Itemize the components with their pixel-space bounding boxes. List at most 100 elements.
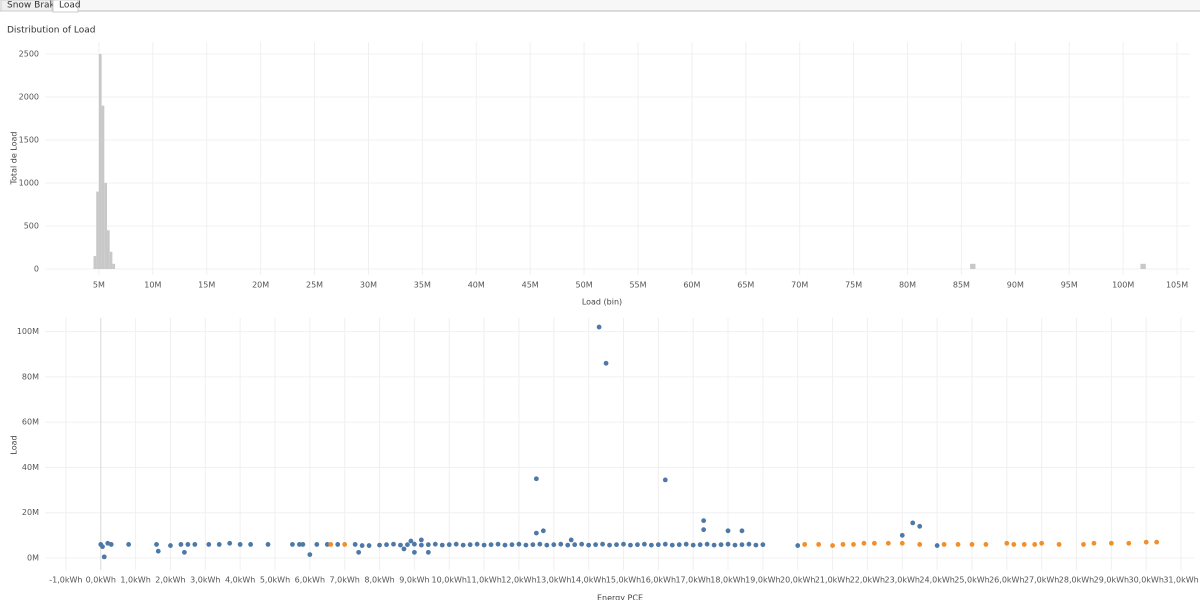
point <box>474 541 480 547</box>
bar <box>98 54 102 269</box>
point <box>917 542 923 547</box>
point <box>446 542 452 548</box>
x-tick-label: 4,0kWh <box>225 576 255 585</box>
x-tick-label: 100M <box>1112 281 1134 290</box>
point <box>335 542 341 547</box>
tab-label[interactable]: Snow Brake <box>7 1 60 11</box>
point <box>227 540 233 546</box>
y-tick-label: 80M <box>22 372 39 381</box>
x-tick-label: 95M <box>1061 281 1078 290</box>
point <box>697 542 703 548</box>
point <box>502 542 508 548</box>
y-tick-label: 0M <box>27 554 39 563</box>
point <box>181 549 187 555</box>
x-tick-label: 31,0kWh <box>1163 576 1198 585</box>
x-tick-label: 80M <box>899 281 916 290</box>
bar <box>104 183 107 269</box>
x-tick-label: 24,0kWh <box>919 576 954 585</box>
point <box>840 542 846 547</box>
point <box>711 542 717 548</box>
x-tick-label: 25,0kWh <box>954 576 989 585</box>
point <box>669 542 675 548</box>
tab-label[interactable]: Load <box>59 1 81 11</box>
point <box>701 518 707 524</box>
x-tick-label: 20M <box>252 281 269 290</box>
point <box>635 542 640 548</box>
x-tick-label: 23,0kWh <box>885 576 920 585</box>
point <box>1039 540 1045 546</box>
point <box>899 532 905 538</box>
point <box>398 542 403 548</box>
tab[interactable] <box>0 0 53 12</box>
point <box>662 541 668 547</box>
point <box>126 542 132 547</box>
point <box>648 542 654 548</box>
point <box>216 542 222 547</box>
point <box>1021 542 1027 547</box>
point <box>607 542 612 548</box>
point <box>641 541 647 547</box>
point <box>537 541 543 547</box>
point <box>593 542 599 548</box>
y-tick-label: 2000 <box>19 93 39 102</box>
point <box>359 543 365 548</box>
x-tick-label: 16,0kWh <box>641 576 676 585</box>
point <box>917 523 923 529</box>
point <box>488 542 494 548</box>
point <box>603 360 609 366</box>
point <box>558 541 564 547</box>
y-tick-label: 100M <box>17 327 39 336</box>
point <box>356 549 362 555</box>
point <box>725 528 731 534</box>
tab-active[interactable] <box>52 0 79 13</box>
point <box>265 542 271 547</box>
y-tick-label: 1500 <box>19 136 39 145</box>
point <box>732 542 738 548</box>
x-axis-label: Load (bin) <box>582 298 622 307</box>
point <box>600 541 605 547</box>
point <box>1004 540 1010 546</box>
point <box>328 542 334 547</box>
point <box>391 541 396 547</box>
x-tick-label: 75M <box>845 281 862 290</box>
point <box>725 541 731 547</box>
point <box>516 541 522 547</box>
point <box>899 540 905 546</box>
point <box>460 542 466 548</box>
x-tick-label: 14,0kWh <box>571 576 606 585</box>
point <box>816 542 822 547</box>
point <box>683 541 689 547</box>
x-tick-label: 30,0kWh <box>1128 576 1163 585</box>
point <box>248 542 254 547</box>
point <box>101 554 107 560</box>
x-tick-label: 11,0kWh <box>466 576 501 585</box>
point <box>342 542 348 547</box>
point <box>739 542 745 548</box>
x-tick-label: 105M <box>1166 281 1188 290</box>
point <box>955 542 961 547</box>
point <box>941 542 947 547</box>
point <box>377 542 382 548</box>
point <box>830 543 835 548</box>
point <box>662 477 668 483</box>
point <box>910 520 916 526</box>
point <box>509 542 515 548</box>
x-tick-label: 18,0kWh <box>710 576 745 585</box>
point <box>746 541 752 547</box>
point <box>154 542 159 547</box>
point <box>237 542 243 547</box>
x-tick-label: 7,0kWh <box>330 576 360 585</box>
point <box>523 542 529 548</box>
point <box>481 542 487 548</box>
point <box>621 541 626 547</box>
x-tick-label: 0,0kWh <box>86 576 116 585</box>
x-tick-label: 17,0kWh <box>675 576 710 585</box>
y-tick-label: 1000 <box>19 179 39 188</box>
point <box>1108 540 1114 546</box>
point <box>533 476 539 482</box>
point <box>540 528 546 534</box>
x-tick-label: 30M <box>360 281 377 290</box>
x-tick-label: 27,0kWh <box>1024 576 1059 585</box>
x-tick-label: 8,0kWh <box>364 576 394 585</box>
